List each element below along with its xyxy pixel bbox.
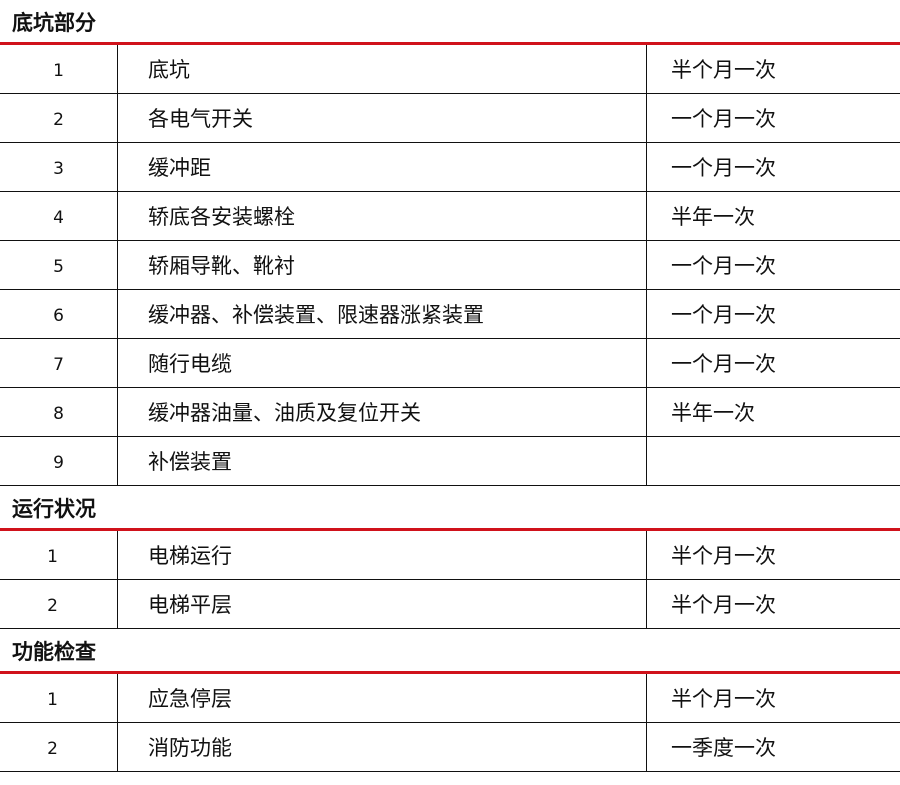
section-title: 功能检查 [0, 629, 900, 674]
section: 运行状况 1 电梯运行 半个月一次 2 电梯平层 半个月一次 [0, 486, 900, 629]
table-row: 1 应急停层 半个月一次 [0, 674, 900, 723]
inspection-item: 随行电缆 [118, 339, 647, 387]
inspection-frequency: 一个月一次 [671, 352, 776, 376]
inspection-frequency: 半个月一次 [671, 593, 776, 617]
inspection-item: 缓冲距 [118, 143, 647, 191]
row-number: 2 [0, 723, 118, 771]
inspection-item: 电梯平层 [118, 580, 647, 628]
table-row: 1 电梯运行 半个月一次 [0, 531, 900, 580]
inspection-frequency: 一个月一次 [671, 156, 776, 180]
inspection-frequency: 半个月一次 [671, 58, 776, 82]
row-number: 1 [0, 674, 118, 722]
inspection-frequency: 半个月一次 [671, 687, 776, 711]
table-row: 6 缓冲器、补偿装置、限速器涨紧装置 一个月一次 [0, 290, 900, 339]
row-number: 3 [0, 143, 118, 191]
inspection-item: 各电气开关 [118, 94, 647, 142]
table-row: 2 各电气开关 一个月一次 [0, 94, 900, 143]
inspection-frequency: 一季度一次 [671, 736, 776, 760]
inspection-item: 补偿装置 [118, 437, 647, 485]
row-number: 4 [0, 192, 118, 240]
table-row: 7 随行电缆 一个月一次 [0, 339, 900, 388]
inspection-frequency: 半年一次 [671, 401, 755, 425]
table-row: 2 电梯平层 半个月一次 [0, 580, 900, 629]
section-title: 底坑部分 [0, 0, 900, 45]
inspection-frequency: 半年一次 [671, 205, 755, 229]
inspection-item: 轿厢导靴、靴衬 [118, 241, 647, 289]
row-number: 6 [0, 290, 118, 338]
inspection-item: 缓冲器油量、油质及复位开关 [118, 388, 647, 436]
row-number: 2 [0, 94, 118, 142]
row-number: 8 [0, 388, 118, 436]
inspection-item: 底坑 [118, 45, 647, 93]
inspection-frequency: 一个月一次 [671, 107, 776, 131]
inspection-frequency [647, 437, 900, 485]
table-row: 2 消防功能 一季度一次 [0, 723, 900, 772]
inspection-item: 消防功能 [118, 723, 647, 771]
inspection-frequency: 一个月一次 [671, 303, 776, 327]
inspection-item: 缓冲器、补偿装置、限速器涨紧装置 [118, 290, 647, 338]
row-number: 1 [0, 45, 118, 93]
inspection-item: 电梯运行 [118, 531, 647, 579]
table-row: 3 缓冲距 一个月一次 [0, 143, 900, 192]
inspection-frequency: 一个月一次 [671, 254, 776, 278]
table-row: 4 轿底各安装螺栓 半年一次 [0, 192, 900, 241]
row-number: 7 [0, 339, 118, 387]
table-row: 9 补偿装置 [0, 437, 900, 486]
table-row: 5 轿厢导靴、靴衬 一个月一次 [0, 241, 900, 290]
table-row: 8 缓冲器油量、油质及复位开关 半年一次 [0, 388, 900, 437]
row-number: 1 [0, 531, 118, 579]
inspection-item: 应急停层 [118, 674, 647, 722]
inspection-item: 轿底各安装螺栓 [118, 192, 647, 240]
table-row: 1 底坑 半个月一次 [0, 45, 900, 94]
row-number: 5 [0, 241, 118, 289]
section: 底坑部分 1 底坑 半个月一次 2 各电气开关 一个月一次 3 缓冲距 一个月一… [0, 0, 900, 486]
row-number: 2 [0, 580, 118, 628]
inspection-frequency: 半个月一次 [671, 544, 776, 568]
section: 功能检查 1 应急停层 半个月一次 2 消防功能 一季度一次 [0, 629, 900, 772]
section-title: 运行状况 [0, 486, 900, 531]
row-number: 9 [0, 437, 118, 485]
